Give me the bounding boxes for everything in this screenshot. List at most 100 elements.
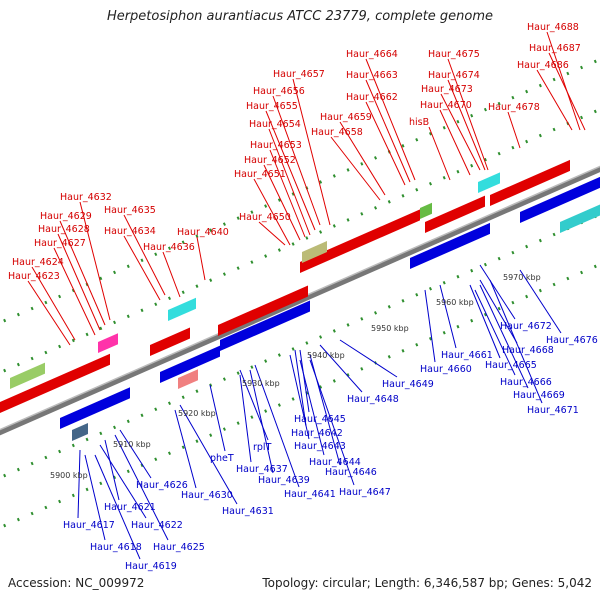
label-connector [253,178,291,246]
scale-label: 5950 kbp [371,324,409,333]
gene-labels-forward: Haur_4688 Haur_4687 Haur_4686 Haur_4678 Haur… [8,22,581,282]
genome-summary: Topology: circular; Length: 6,346,587 bp… [262,576,592,590]
gene-label-forward: Haur_4664 [346,49,398,60]
scale-label: 5940 kbp [307,351,345,360]
label-connector [319,344,363,393]
gene-block [425,195,485,233]
gene-label-forward: Haur_4688 [527,22,579,33]
gene-label-reverse: Haur_4618 [90,542,142,553]
gene-label-reverse: Haur_4619 [125,561,177,572]
gene-label-forward: Haur_4655 [246,101,298,112]
gene-block [98,333,118,354]
gene-label-forward: Haur_4687 [529,43,581,54]
gene-label-forward: Haur_4652 [244,155,296,166]
label-connector [548,52,586,131]
label-connector [174,409,197,489]
gene-label-forward: Haur_4686 [517,60,569,71]
gene-block [10,362,45,390]
label-connector [299,359,325,456]
gene-block [218,285,308,336]
label-connectors [27,31,586,560]
scale-label: 5930 kbp [242,379,280,388]
label-connector [104,439,120,501]
gene-label-reverse: Haur_4668 [502,345,554,356]
gene-label-reverse: Haur_4661 [441,350,493,361]
gene-label-reverse: Haur_4637 [236,464,288,475]
label-connector [447,79,486,171]
gene-block [178,369,198,389]
label-connector [179,404,238,505]
gene-label-forward: Haur_4651 [234,169,286,180]
gene-label-forward: Haur_4635 [104,205,156,216]
gene-label-forward: Haur_4629 [40,211,92,222]
label-connector [114,434,169,541]
gene-label-reverse: Haur_4666 [500,377,552,388]
gene-label-forward: Haur_4675 [428,49,480,60]
gene-block [478,172,500,193]
gene-label-forward: Haur_4674 [428,70,480,81]
gene-label-forward: Haur_4624 [12,257,64,268]
gene-block [220,300,310,351]
label-connector [440,93,481,171]
gene-label-forward: Haur_4678 [488,102,540,113]
label-connector [469,284,501,359]
gene-blocks [0,159,600,441]
gene-block [0,353,110,413]
label-connector [94,454,141,560]
gene-label-reverse: Haur_4676 [546,335,598,346]
label-connector [254,364,300,488]
gene-label-reverse: Haur_4617 [63,520,115,531]
label-connector [119,429,152,479]
gene-label-forward: Haur_4634 [104,226,156,237]
label-connector [439,109,471,176]
gene-label-forward: Haur_4623 [8,271,60,282]
gene-block [300,209,420,273]
label-connector [424,289,436,363]
label-connector [474,289,516,376]
gene-block [160,345,220,383]
gene-label-reverse: Haur_4641 [284,489,336,500]
label-connector [536,69,573,131]
label-connector [265,110,316,231]
gene-block [72,422,88,441]
gene-label-forward: Haur_4657 [273,69,325,80]
gene-label-reverse: Haur_4645 [294,414,346,425]
gene-label-reverse: Haur_4622 [131,520,183,531]
gene-label-reverse: Haur_4671 [527,405,579,416]
gene-label-forward: Haur_4670 [420,100,472,111]
scale-label: 5920 kbp [178,409,216,418]
label-connector [123,235,161,301]
gene-label-reverse: Haur_4621 [104,502,156,513]
gene-label-reverse: pheT [210,453,234,464]
label-connector [339,121,386,196]
label-connector [294,349,307,427]
map-title: Herpetosiphon aurantiacus ATCC 23779, co… [106,9,494,24]
gene-block [520,176,600,223]
gene-labels-reverse: Haur_4676Haur_4672Haur_4668Haur_4665Haur… [63,321,598,572]
label-connector [162,251,181,298]
label-connector [99,444,147,519]
label-connector [365,101,406,186]
label-connector [272,95,321,226]
gene-label-forward: hisB [409,117,429,128]
label-connector [292,78,331,226]
scale-label: 5900 kbp [50,471,88,480]
scale-label: 5910 kbp [113,440,151,449]
label-connector [263,164,301,241]
gene-label-reverse: Haur_4669 [513,390,565,401]
label-connector [479,264,516,320]
gene-label-forward: Haur_4628 [38,224,90,235]
label-connector [79,201,111,321]
label-connector [365,79,411,183]
gene-block [150,327,190,356]
gene-label-reverse: Haur_4649 [382,379,434,390]
gene-label-forward: Haur_4640 [177,227,229,238]
gene-label-forward: Haur_4653 [250,140,302,151]
gene-label-reverse: Haur_4665 [485,360,537,371]
label-connector [447,58,489,171]
label-connector [309,359,355,486]
gene-label-forward: Haur_4654 [249,119,301,130]
label-connector [365,58,416,181]
gene-label-forward: Haur_4627 [34,238,86,249]
